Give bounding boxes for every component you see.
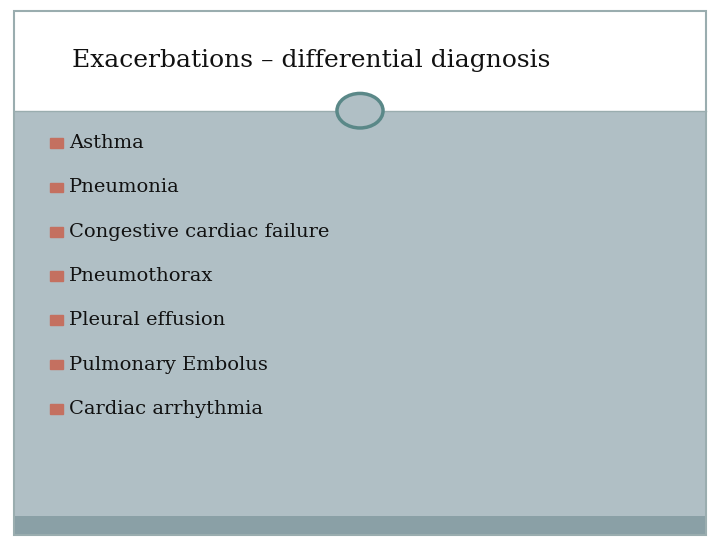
FancyBboxPatch shape: [50, 404, 63, 414]
FancyBboxPatch shape: [14, 11, 706, 111]
FancyBboxPatch shape: [14, 516, 706, 535]
Text: Pneumothorax: Pneumothorax: [69, 267, 214, 285]
Text: Asthma: Asthma: [69, 134, 144, 152]
Text: Cardiac arrhythmia: Cardiac arrhythmia: [69, 400, 263, 418]
FancyBboxPatch shape: [50, 227, 63, 237]
Text: Pleural effusion: Pleural effusion: [69, 311, 225, 329]
FancyBboxPatch shape: [50, 271, 63, 281]
FancyBboxPatch shape: [50, 315, 63, 325]
Text: Congestive cardiac failure: Congestive cardiac failure: [69, 222, 330, 241]
FancyBboxPatch shape: [50, 183, 63, 192]
FancyBboxPatch shape: [50, 138, 63, 148]
FancyBboxPatch shape: [14, 111, 706, 516]
Text: Pneumonia: Pneumonia: [69, 178, 180, 197]
Text: Exacerbations – differential diagnosis: Exacerbations – differential diagnosis: [72, 49, 550, 72]
FancyBboxPatch shape: [50, 360, 63, 369]
Text: Pulmonary Embolus: Pulmonary Embolus: [69, 355, 268, 374]
Circle shape: [337, 93, 383, 128]
